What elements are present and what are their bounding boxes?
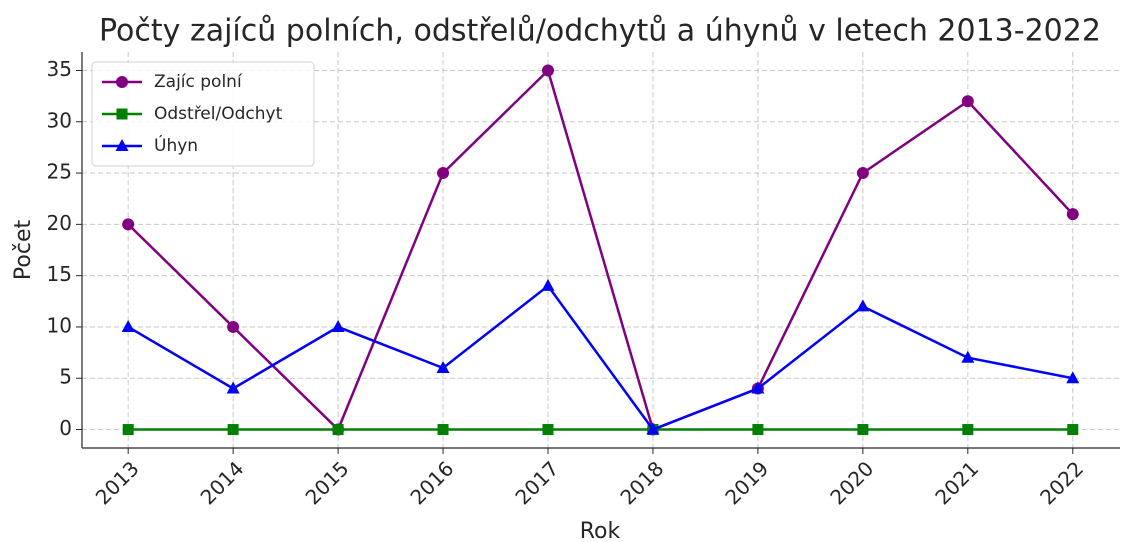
x-tick-label: 2014 bbox=[196, 456, 249, 509]
marker bbox=[332, 424, 344, 436]
x-axis-label: Rok bbox=[580, 519, 621, 542]
x-tick-label: 2018 bbox=[615, 456, 668, 509]
x-tick-label: 2016 bbox=[406, 456, 459, 509]
x-tick-label: 2017 bbox=[510, 456, 563, 509]
x-tick-label: 2015 bbox=[301, 456, 354, 509]
x-tick-label: 2020 bbox=[825, 456, 878, 509]
marker bbox=[226, 381, 240, 394]
y-axis-label: Počet bbox=[11, 220, 36, 281]
marker bbox=[437, 167, 450, 180]
marker bbox=[541, 64, 554, 77]
marker bbox=[437, 424, 449, 436]
marker bbox=[646, 422, 660, 435]
line bbox=[127, 68, 1074, 432]
legend-marker bbox=[116, 108, 128, 120]
y-tick-label: 30 bbox=[47, 108, 72, 132]
legend-label: Odstřel/Odchyt bbox=[154, 104, 283, 124]
x-tick-label: 2022 bbox=[1035, 456, 1088, 509]
marker bbox=[961, 95, 974, 108]
legend-box bbox=[91, 61, 315, 167]
marker bbox=[436, 360, 450, 373]
marker bbox=[856, 299, 870, 312]
marker bbox=[541, 278, 555, 291]
marker bbox=[752, 424, 764, 436]
y-tick-label: 15 bbox=[47, 262, 72, 286]
marker bbox=[122, 424, 134, 436]
marker bbox=[331, 319, 345, 332]
marker bbox=[1067, 424, 1079, 436]
marker bbox=[751, 381, 765, 394]
marker bbox=[857, 424, 869, 436]
y-tick-label: 10 bbox=[47, 313, 72, 337]
legend-label: Úhyn bbox=[154, 134, 198, 156]
legend-marker bbox=[115, 139, 129, 151]
marker bbox=[856, 167, 869, 180]
x-tick-label: 2019 bbox=[720, 456, 773, 509]
chart-title: Počty zajíců polních, odstřelů/odchytů a… bbox=[99, 14, 1101, 49]
marker bbox=[227, 320, 240, 333]
marker bbox=[122, 218, 135, 231]
legend-label: Zajíc polní bbox=[154, 72, 243, 92]
marker bbox=[542, 424, 554, 436]
marker bbox=[961, 350, 975, 363]
y-tick-label: 0 bbox=[59, 416, 72, 440]
x-tick-label: 2013 bbox=[91, 456, 144, 509]
legend-marker bbox=[116, 76, 128, 88]
y-tick-label: 5 bbox=[59, 365, 72, 389]
y-tick-label: 35 bbox=[47, 57, 72, 81]
marker bbox=[962, 424, 974, 436]
marker bbox=[1066, 208, 1079, 221]
y-tick-label: 20 bbox=[47, 211, 72, 235]
x-tick-label: 2021 bbox=[930, 456, 983, 509]
marker bbox=[1066, 371, 1080, 384]
marker bbox=[227, 424, 239, 436]
y-tick-label: 25 bbox=[47, 160, 72, 184]
line bbox=[127, 284, 1074, 432]
marker bbox=[121, 319, 135, 332]
